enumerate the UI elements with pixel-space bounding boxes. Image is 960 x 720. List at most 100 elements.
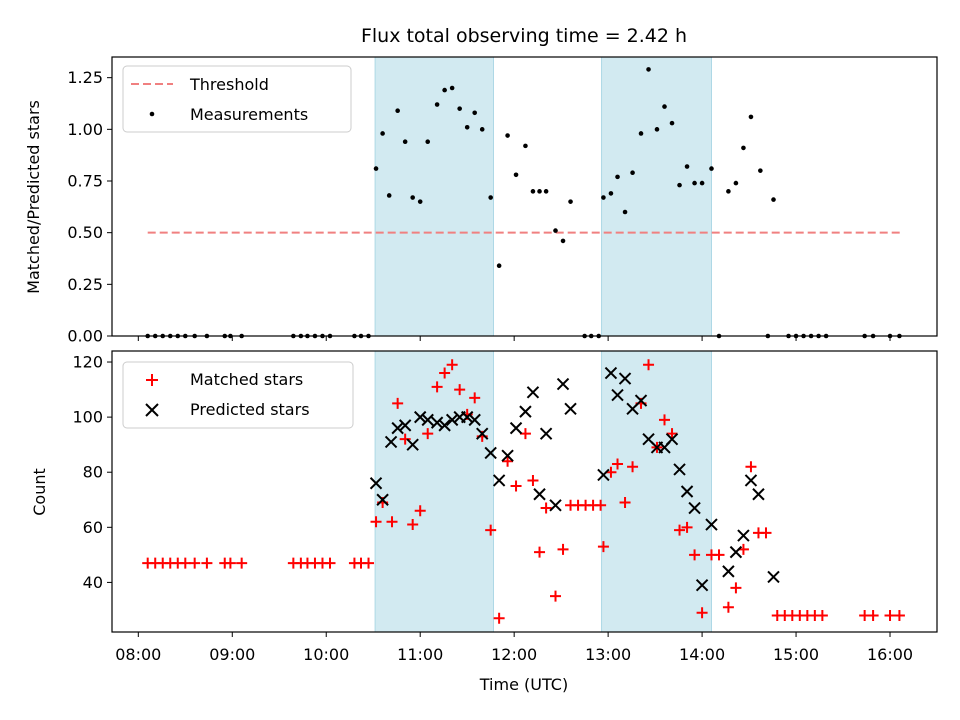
counts-y-axis-label: Count <box>30 468 49 516</box>
predicted-stars-point <box>533 488 546 501</box>
measurements-point <box>543 189 549 194</box>
measurements-point <box>395 108 400 114</box>
matched-stars-point <box>884 609 896 621</box>
predicted-stars-point <box>767 570 780 584</box>
matched-stars-point <box>431 381 443 393</box>
predicted-stars-point <box>597 468 610 482</box>
measurements-point <box>630 170 635 176</box>
measurements-point <box>601 195 606 200</box>
predicted-stars-point <box>634 394 648 407</box>
matched-stars-point <box>893 609 905 621</box>
counts-y-tick-label: 60 <box>83 518 103 537</box>
x-tick-label: 10:00 <box>303 645 349 664</box>
predicted-stars-point <box>391 421 404 435</box>
measurements-point <box>560 238 566 244</box>
matched-stars-point <box>696 607 708 619</box>
matched-stars-point <box>550 590 562 602</box>
ratio-panel-frame <box>111 56 938 337</box>
predicted-stars-point <box>618 372 632 385</box>
matched-stars-point <box>643 359 655 371</box>
measurements-point <box>457 106 462 111</box>
matched-stars-point <box>612 458 624 470</box>
predicted-stars-point <box>445 413 459 427</box>
measurements-point <box>692 180 697 186</box>
predicted-stars-point <box>384 435 398 449</box>
measurements-point <box>568 199 573 204</box>
matched-stars-point <box>713 549 725 561</box>
measurements-point <box>434 102 440 107</box>
predicted-stars-point <box>665 432 679 446</box>
matched-stars-point <box>363 557 375 569</box>
measurements-point <box>654 127 660 132</box>
predicted-stars-point <box>519 405 532 418</box>
predicted-stars-point <box>556 377 570 391</box>
predicted-stars-point <box>484 446 497 460</box>
chart-title: Flux total observing time = 2.42 h <box>361 25 687 47</box>
ratio-panel: 0.00 0.25 0.50 0.75 1.00 1.25 Matched/Predict… <box>24 56 938 346</box>
predicted-stars-point <box>688 501 701 515</box>
matched-stars-point <box>485 524 497 536</box>
measurements-point <box>622 209 628 215</box>
predicted-stars-point <box>460 410 474 424</box>
observing-interval-counts-1 <box>374 350 494 633</box>
measurements-point <box>425 139 431 145</box>
matched-stars-point <box>760 527 772 539</box>
predicted-stars-point <box>468 413 481 427</box>
measurements-point <box>402 139 408 145</box>
predicted-stars-point <box>729 545 743 559</box>
measurements-point <box>771 197 776 202</box>
matched-stars-point <box>510 480 522 492</box>
predicted-stars-point <box>722 565 735 578</box>
measurements-point <box>741 145 746 151</box>
matched-stars-point <box>681 521 693 533</box>
measurements-point <box>386 193 392 198</box>
measurements-point <box>472 110 477 116</box>
measurements-point <box>608 191 614 196</box>
x-tick-label: 12:00 <box>491 645 537 664</box>
predicted-stars-point <box>406 438 419 451</box>
x-tick-label: 15:00 <box>773 645 819 664</box>
measurements-point <box>677 182 682 188</box>
measurements-point <box>530 189 536 194</box>
measurements-point <box>669 120 675 126</box>
matched-stars-point <box>422 428 434 440</box>
measurements-point <box>748 114 754 120</box>
matched-stars-point <box>189 557 201 569</box>
measurements-point <box>380 131 385 136</box>
legend-measurements-swatch <box>149 111 155 117</box>
measurements-point <box>553 228 558 233</box>
predicted-stars-point <box>501 449 514 462</box>
measurements-point <box>373 166 379 171</box>
matched-stars-point <box>386 516 398 528</box>
predicted-stars-point <box>549 499 562 512</box>
predicted-stars-point <box>421 413 434 427</box>
x-tick-label: 13:00 <box>585 645 631 664</box>
matched-stars-point <box>469 392 481 404</box>
measurements-point <box>442 87 447 93</box>
predicted-stars-point <box>611 388 624 402</box>
matched-stars-point <box>597 541 609 553</box>
matched-stars-point <box>619 497 631 509</box>
measurements-point <box>496 263 502 269</box>
predicted-stars-point <box>398 419 412 432</box>
matched-stars-point <box>236 557 248 569</box>
measurements-point <box>505 133 510 138</box>
matched-stars-point <box>867 609 879 621</box>
measurements-point <box>523 143 528 149</box>
matched-stars-point <box>201 557 213 569</box>
ratio-y-tick-label: 1.25 <box>67 68 103 87</box>
matched-stars-point <box>370 516 382 528</box>
measurements-point <box>662 104 667 109</box>
measurements-point <box>410 195 415 200</box>
matched-stars-point <box>527 474 539 486</box>
observing-interval-ratio-1 <box>374 56 494 337</box>
counts-y-tick-label: 40 <box>83 573 103 592</box>
matched-stars-point <box>659 414 671 426</box>
x-axis-label: Time (UTC) <box>479 675 568 694</box>
matched-stars-point <box>407 519 419 531</box>
matched-stars-point <box>540 502 552 514</box>
matched-stars-point <box>666 428 678 440</box>
matched-stars-point <box>502 455 514 467</box>
predicted-stars-point <box>438 419 451 432</box>
